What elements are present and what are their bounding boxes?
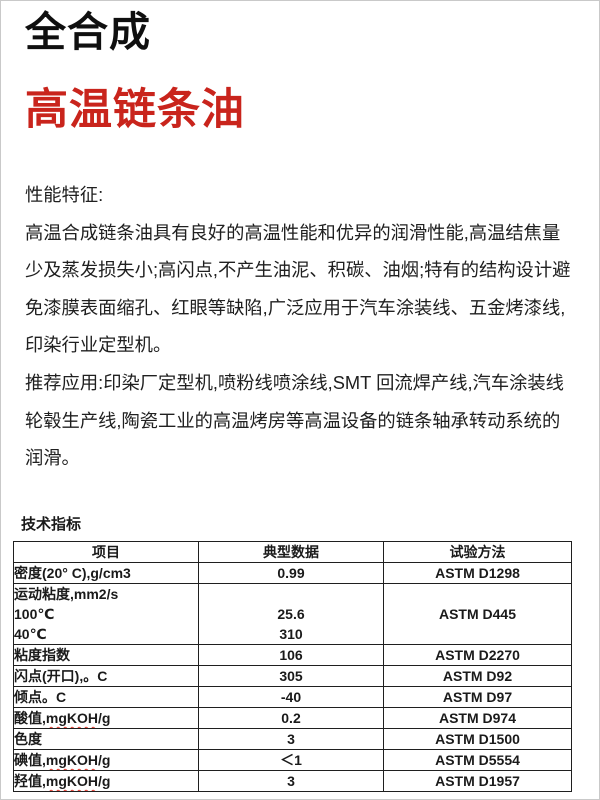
features-heading: 性能特征: (25, 184, 104, 205)
features-paragraph: 高温合成链条油具有良好的高温性能和优异的润滑性能,高温结焦量少及蒸发损失小;高闪… (25, 221, 571, 356)
spec-table: 项目 典型数据 试验方法 密度(20° C),g/cm3 0.99 ASTM D12… (13, 540, 572, 792)
applications-paragraph: 推荐应用:印染厂定型机,喷粉线喷涂线,SMT 回流焊产线,汽车涂装线轮毂生产线,… (25, 371, 564, 469)
spec-value-cell: 0.99 (198, 561, 384, 584)
table-row: 密度(20° C),g/cm3 0.99 ASTM D1298 (13, 561, 572, 584)
table-row: 闪点(开口),。C 305 ASTM D92 (13, 664, 572, 687)
spec-item-cell: 碘值,mgKOH/g (13, 748, 199, 771)
spec-value-cell: -40 (198, 685, 384, 708)
spec-method-cell: ASTM D2270 (383, 643, 572, 666)
table-row: 酸值,mgKOH/g 0.2 ASTM D974 (13, 706, 572, 729)
table-row: 运动粘度,mm2/s 100℃ 40℃ 25.6 310 ASTM D445 (13, 582, 572, 645)
spec-value-cell: 305 (198, 664, 384, 687)
table-row: 羟值,mgKOH/g 3 ASTM D1957 (13, 769, 572, 792)
spec-method-cell: ASTM D445 (383, 582, 572, 645)
table-row: 色度 3 ASTM D1500 (13, 727, 572, 750)
spec-item-cell: 闪点(开口),。C (13, 664, 199, 687)
product-name-title: 高温链条油 (25, 86, 245, 134)
spec-item-cell: 色度 (13, 727, 199, 750)
spec-value-cell: 3 (198, 727, 384, 750)
spec-table-header: 项目 典型数据 试验方法 (13, 540, 572, 563)
spec-item-cell: 羟值,mgKOH/g (13, 769, 199, 792)
spec-item-cell: 倾点。C (13, 685, 199, 708)
product-series-title: 全合成 (25, 9, 151, 55)
col-header-item: 项目 (13, 540, 199, 563)
spec-table-body: 密度(20° C),g/cm3 0.99 ASTM D1298 运动粘度,mm2/s 1… (13, 561, 572, 792)
spec-item-cell: 酸值,mgKOH/g (13, 706, 199, 729)
spec-item-cell: 运动粘度,mm2/s 100℃ 40℃ (13, 582, 199, 645)
spec-method-cell: ASTM D1500 (383, 727, 572, 750)
spec-method-cell: ASTM D1957 (383, 769, 572, 792)
spellcheck-underline: mgKOH (45, 772, 99, 789)
col-header-typical-data: 典型数据 (198, 540, 384, 563)
spec-value-cell: 3 (198, 769, 384, 792)
spec-method-cell: ASTM D5554 (383, 748, 572, 771)
spec-method-cell: ASTM D1298 (383, 561, 572, 584)
spellcheck-underline: mgKOH (45, 709, 99, 726)
spellcheck-underline: mgKOH (45, 751, 99, 768)
spec-item-cell: 密度(20° C),g/cm3 (13, 561, 199, 584)
spec-value-cell: 106 (198, 643, 384, 666)
table-row: 粘度指数 106 ASTM D2270 (13, 643, 572, 666)
spec-item-cell: 粘度指数 (13, 643, 199, 666)
spec-value-cell: 25.6 310 (198, 582, 384, 645)
table-row: 倾点。C -40 ASTM D97 (13, 685, 572, 708)
spec-table-heading: 技术指标 (21, 515, 82, 533)
body-text: 性能特征: 高温合成链条油具有良好的高温性能和优异的润滑性能,高温结焦量少及蒸发… (25, 176, 575, 477)
spec-method-cell: ASTM D92 (383, 664, 572, 687)
spec-value-cell: 0.2 (198, 706, 384, 729)
spec-value-cell: ＜1 (198, 748, 384, 771)
spec-method-cell: ASTM D97 (383, 685, 572, 708)
col-header-test-method: 试验方法 (383, 540, 572, 563)
header-row: 项目 典型数据 试验方法 (13, 540, 572, 563)
spec-method-cell: ASTM D974 (383, 706, 572, 729)
table-row: 碘值,mgKOH/g ＜1 ASTM D5554 (13, 748, 572, 771)
